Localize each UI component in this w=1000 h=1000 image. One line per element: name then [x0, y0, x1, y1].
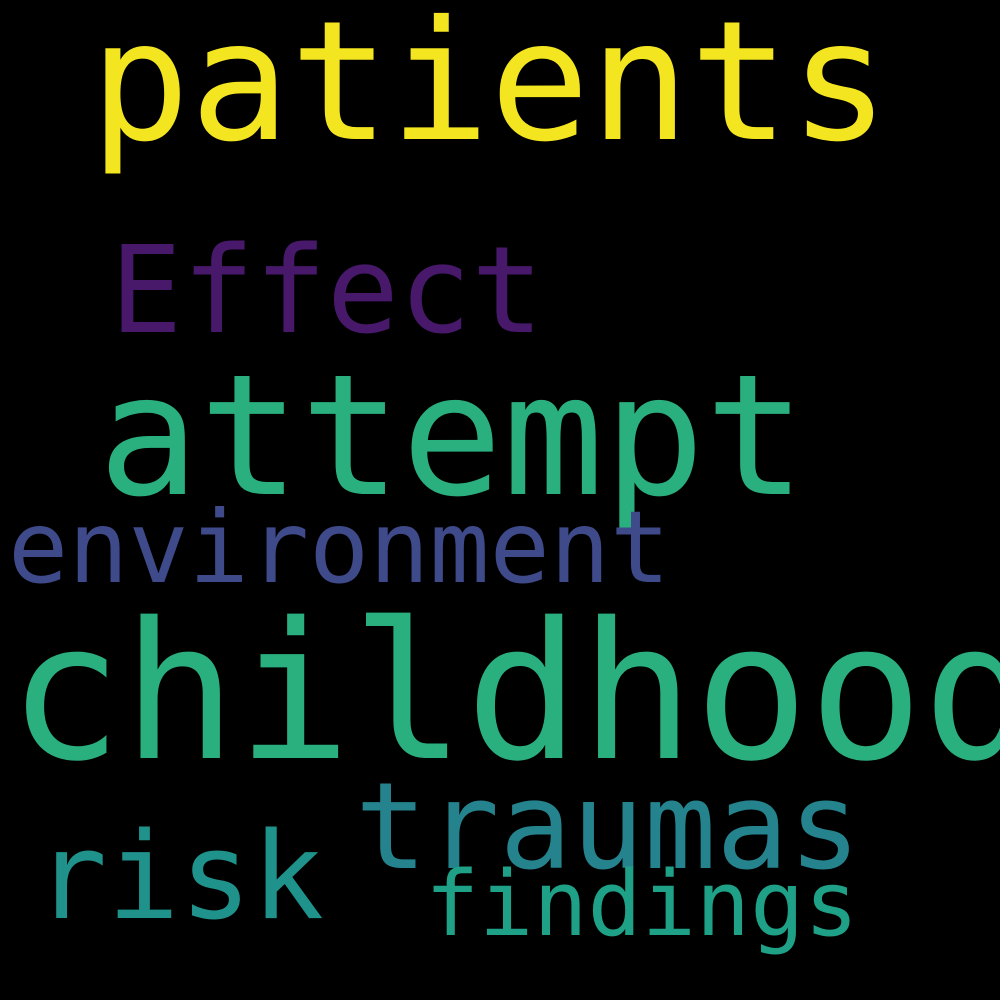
word-patients: patients [90, 0, 890, 179]
word-childhood: childhood [8, 582, 1000, 803]
word-attempt: attempt [98, 338, 807, 534]
word-effect: Effect [110, 222, 544, 361]
word-risk: risk [35, 808, 324, 947]
word-traumas: traumas [355, 758, 861, 897]
word-findings: findings [425, 852, 859, 957]
word-environment: environment [8, 489, 671, 606]
